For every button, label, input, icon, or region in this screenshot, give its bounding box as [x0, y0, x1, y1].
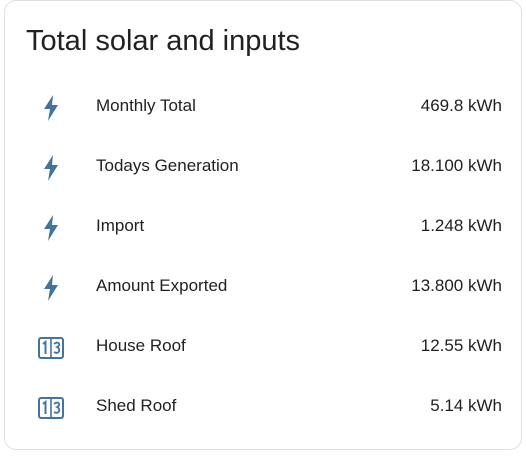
counter-icon [37, 334, 65, 362]
card-title: Total solar and inputs [26, 25, 301, 57]
entity-value: 1.248 kWh [420, 216, 502, 235]
entity-value: 13.800 kWh [411, 276, 502, 295]
entity-label: Monthly Total [96, 96, 196, 115]
entity-row-monthly-total[interactable]: Monthly Total 469.8 kWh [5, 76, 521, 136]
entity-label: Todays Generation [96, 156, 239, 175]
entity-label: House Roof [96, 336, 186, 355]
entity-label: Import [96, 216, 145, 235]
flash-icon [37, 214, 65, 242]
entity-label: Amount Exported [96, 276, 228, 295]
entity-value: 5.14 kWh [430, 396, 502, 415]
entity-row-import[interactable]: Import 1.248 kWh [5, 196, 521, 256]
entity-list: Monthly Total 469.8 kWh Todays Generatio… [5, 76, 521, 436]
entities-card: Total solar and inputs Monthly Total 469… [4, 0, 522, 450]
entity-row-todays-generation[interactable]: Todays Generation 18.100 kWh [5, 136, 521, 196]
entity-row-amount-exported[interactable]: Amount Exported 13.800 kWh [5, 256, 521, 316]
entity-value: 12.55 kWh [420, 336, 502, 355]
entity-value: 469.8 kWh [420, 96, 502, 115]
entity-row-shed-roof[interactable]: Shed Roof 5.14 kWh [5, 376, 521, 436]
entity-row-house-roof[interactable]: House Roof 12.55 kWh [5, 316, 521, 376]
flash-icon [37, 154, 65, 182]
flash-icon [37, 94, 65, 122]
counter-icon [37, 394, 65, 422]
flash-icon [37, 274, 65, 302]
entity-value: 18.100 kWh [411, 156, 502, 175]
entity-label: Shed Roof [96, 396, 177, 415]
